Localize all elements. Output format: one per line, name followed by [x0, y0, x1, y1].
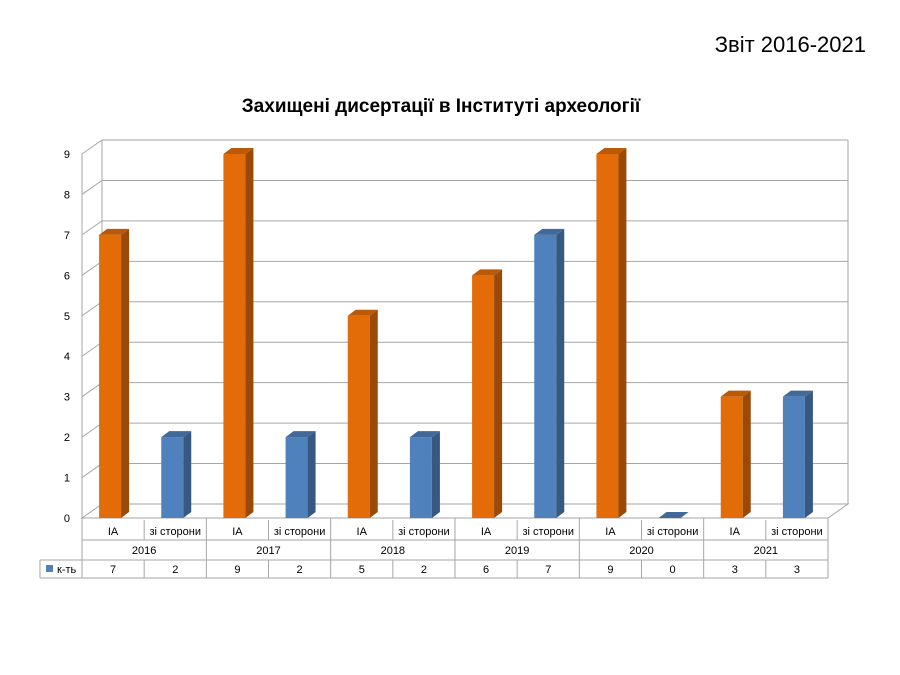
- table-value: 3: [794, 564, 800, 576]
- table-value: 3: [732, 564, 738, 576]
- bar-front: [596, 154, 619, 518]
- table-value: 5: [359, 564, 365, 576]
- y-tick-label: 0: [64, 513, 70, 525]
- bar-front: [347, 315, 370, 518]
- bar-side: [431, 431, 440, 518]
- y-tick-label: 6: [64, 270, 70, 282]
- bar-top: [409, 431, 440, 438]
- legend-swatch: [46, 565, 53, 572]
- gridline: [81, 179, 848, 195]
- bar-front: [782, 396, 805, 518]
- subcategory-label: ІА: [232, 526, 243, 538]
- table-value: 6: [483, 564, 489, 576]
- bar-side: [494, 269, 503, 518]
- bar-side: [369, 309, 378, 518]
- bar-front: [534, 234, 557, 518]
- subcategory-label: зі сторони: [647, 526, 699, 538]
- table-value: 0: [670, 564, 676, 576]
- group-label: 2017: [256, 545, 280, 557]
- bar: [658, 512, 689, 518]
- bar: [782, 390, 813, 518]
- table-value: 9: [607, 564, 613, 576]
- bar-top: [285, 431, 316, 438]
- bar-side: [618, 148, 627, 518]
- bar-front: [99, 234, 122, 518]
- chart-title: Захищені дисертації в Інституті археолог…: [242, 96, 641, 117]
- bar-top: [223, 148, 254, 154]
- bar-front: [161, 437, 184, 518]
- bar: [534, 228, 565, 518]
- group-label: 2020: [629, 545, 653, 557]
- bar-side: [245, 148, 254, 518]
- bar: [285, 431, 316, 518]
- subcategory-label: ІА: [108, 526, 119, 538]
- bar-front: [285, 437, 308, 518]
- table-value: 7: [545, 564, 551, 576]
- gridline: [81, 341, 848, 357]
- bar: [99, 228, 130, 518]
- subcategory-label: зі сторони: [771, 526, 823, 538]
- bar-top: [534, 228, 565, 235]
- bar-layer: [99, 148, 813, 518]
- bar-front: [223, 154, 246, 518]
- table-value: 2: [297, 564, 303, 576]
- bar-side: [183, 431, 192, 518]
- bar: [223, 148, 254, 518]
- table-value: 2: [421, 564, 427, 576]
- bar-side: [121, 228, 130, 518]
- bar: [409, 431, 440, 518]
- bar-side: [742, 390, 751, 518]
- bar-top: [658, 512, 689, 518]
- y-tick-label: 1: [64, 473, 70, 485]
- gridline: [81, 301, 848, 317]
- bar-front: [720, 396, 743, 518]
- y-tick-label: 4: [64, 351, 70, 363]
- bar-top: [720, 390, 751, 397]
- y-tick-label: 5: [64, 311, 70, 323]
- bar-top: [161, 431, 192, 438]
- y-tick-label: 9: [64, 149, 70, 161]
- subcategory-label: ІА: [730, 526, 741, 538]
- bar: [161, 431, 192, 518]
- bar-top: [782, 390, 813, 397]
- subcategory-label: зі сторони: [274, 526, 326, 538]
- table-value: 9: [234, 564, 240, 576]
- subcategory-label: ІА: [605, 526, 616, 538]
- legend-label: к-ть: [57, 564, 77, 576]
- bar: [720, 390, 751, 518]
- bar-front: [409, 437, 432, 518]
- bar: [472, 269, 503, 518]
- y-tick-label: 2: [64, 432, 70, 444]
- bar-top: [99, 228, 130, 235]
- bar-top: [347, 309, 378, 316]
- table-value: 2: [172, 564, 178, 576]
- bar: [347, 309, 378, 518]
- group-label: 2018: [381, 545, 405, 557]
- gridline: [81, 139, 848, 155]
- bar-front: [472, 275, 495, 518]
- bar-top: [472, 269, 503, 276]
- subcategory-label: ІА: [357, 526, 368, 538]
- group-label: 2021: [754, 545, 778, 557]
- y-tick-label: 7: [64, 230, 70, 242]
- y-tick-label: 3: [64, 392, 70, 404]
- subcategory-label: зі сторони: [398, 526, 450, 538]
- table-value: 7: [110, 564, 116, 576]
- gridline: [81, 260, 848, 276]
- bar: [596, 148, 627, 518]
- subcategory-label: ІА: [481, 526, 492, 538]
- bar-side: [307, 431, 316, 518]
- bar-side: [804, 390, 813, 518]
- group-label: 2016: [132, 545, 156, 557]
- bar-side: [556, 228, 565, 518]
- gridline: [81, 220, 848, 236]
- y-tick-label: 8: [64, 189, 70, 201]
- group-label: 2019: [505, 545, 529, 557]
- report-label: Звіт 2016-2021: [714, 32, 866, 57]
- subcategory-label: зі сторони: [149, 526, 201, 538]
- bar-top: [596, 148, 627, 154]
- data-table: ІА зі сторони ІА зі сторони ІА зі сторони ІА зі…: [39, 518, 829, 579]
- subcategory-label: зі сторони: [522, 526, 574, 538]
